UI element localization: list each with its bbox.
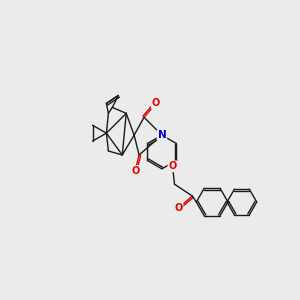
Text: O: O	[174, 203, 183, 213]
Text: O: O	[168, 161, 177, 171]
Text: N: N	[158, 130, 166, 140]
Text: O: O	[131, 166, 139, 176]
Text: O: O	[152, 98, 160, 108]
